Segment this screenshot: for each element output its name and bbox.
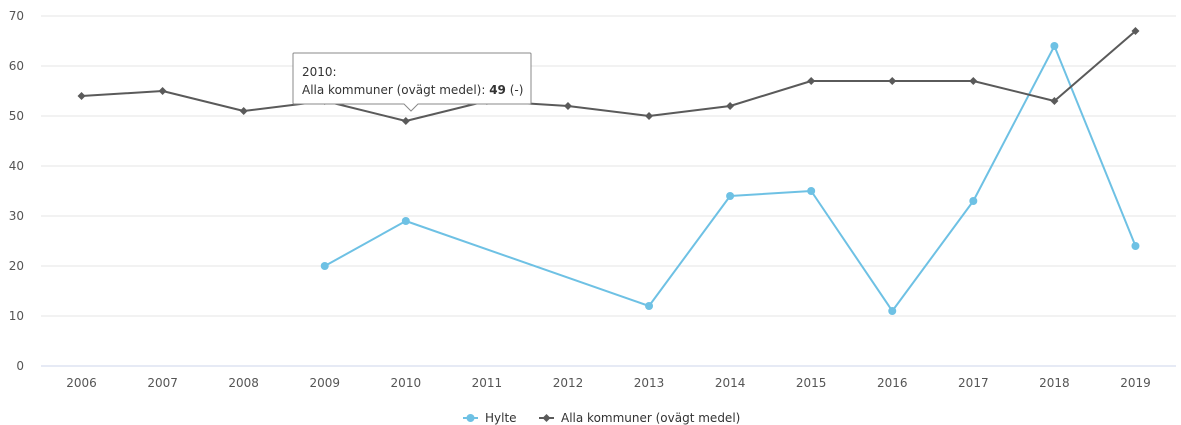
legend-label-hylte: Hylte [485, 411, 517, 425]
data-point[interactable] [1131, 27, 1140, 35]
y-tick-label: 50 [9, 109, 24, 123]
data-point[interactable] [807, 187, 816, 195]
data-point[interactable] [77, 92, 86, 100]
tooltip-line: Alla kommuner (ovägt medel): 49 (-) [302, 83, 523, 97]
data-point[interactable] [969, 197, 978, 205]
tooltip-value: 49 [489, 83, 506, 97]
data-point[interactable] [320, 262, 329, 270]
x-tick-label: 2016 [877, 376, 908, 390]
data-point[interactable] [563, 102, 572, 110]
data-point[interactable] [401, 117, 410, 125]
x-tick-label: 2013 [634, 376, 665, 390]
tooltip-box [292, 52, 532, 112]
legend-item-alla-kommuner[interactable]: Alla kommuner (ovägt medel) [539, 411, 740, 425]
data-point[interactable] [969, 77, 978, 85]
x-tick-label: 2010 [391, 376, 422, 390]
legend-marker-alla-kommuner [542, 414, 551, 422]
x-tick-label: 2006 [66, 376, 97, 390]
y-axis-ticks: 0 10 20 30 40 50 60 70 [9, 9, 24, 373]
x-tick-label: 2008 [228, 376, 259, 390]
y-tick-label: 70 [9, 9, 24, 23]
series-hylte [320, 42, 1140, 315]
series-alla-kommuner [77, 27, 1140, 125]
data-point[interactable] [888, 307, 897, 315]
data-point[interactable] [645, 302, 654, 310]
data-point[interactable] [726, 192, 735, 200]
data-point[interactable] [888, 77, 897, 85]
y-tick-label: 10 [9, 309, 24, 323]
x-tick-label: 2015 [796, 376, 827, 390]
data-point[interactable] [239, 107, 248, 115]
y-tick-label: 0 [16, 359, 24, 373]
x-tick-label: 2009 [309, 376, 340, 390]
data-point[interactable] [401, 217, 410, 225]
y-tick-label: 40 [9, 159, 24, 173]
x-tick-label: 2012 [553, 376, 584, 390]
y-tick-label: 60 [9, 59, 24, 73]
data-point[interactable] [726, 102, 735, 110]
legend: Hylte Alla kommuner (ovägt medel) [463, 411, 740, 425]
series-line [81, 30, 1137, 122]
data-point[interactable] [807, 77, 816, 85]
legend-marker-hylte [466, 414, 475, 422]
x-tick-label: 2019 [1120, 376, 1151, 390]
data-point[interactable] [1050, 97, 1059, 105]
data-point[interactable] [158, 87, 167, 95]
y-tick-label: 30 [9, 209, 24, 223]
x-axis-ticks: 2006 2007 2008 2009 2010 2011 2012 2013 2014 2015… [66, 376, 1150, 390]
data-point[interactable] [1131, 242, 1140, 250]
tooltip-title: 2010: [302, 65, 337, 79]
x-tick-label: 2011 [472, 376, 503, 390]
data-point[interactable] [645, 112, 654, 120]
y-tick-label: 20 [9, 259, 24, 273]
tooltip: 2010: Alla kommuner (ovägt medel): 49 (-… [292, 52, 532, 112]
x-tick-label: 2017 [958, 376, 989, 390]
legend-item-hylte[interactable]: Hylte [463, 411, 517, 425]
x-tick-label: 2014 [715, 376, 746, 390]
grid-lines [41, 15, 1176, 367]
tooltip-series-label: Alla kommuner (ovägt medel): [302, 83, 489, 97]
x-tick-label: 2018 [1039, 376, 1070, 390]
data-point[interactable] [1050, 42, 1059, 50]
tooltip-suffix: (-) [506, 83, 524, 97]
x-tick-label: 2007 [147, 376, 178, 390]
legend-label-alla-kommuner: Alla kommuner (ovägt medel) [561, 411, 740, 425]
series-layer [77, 27, 1140, 315]
